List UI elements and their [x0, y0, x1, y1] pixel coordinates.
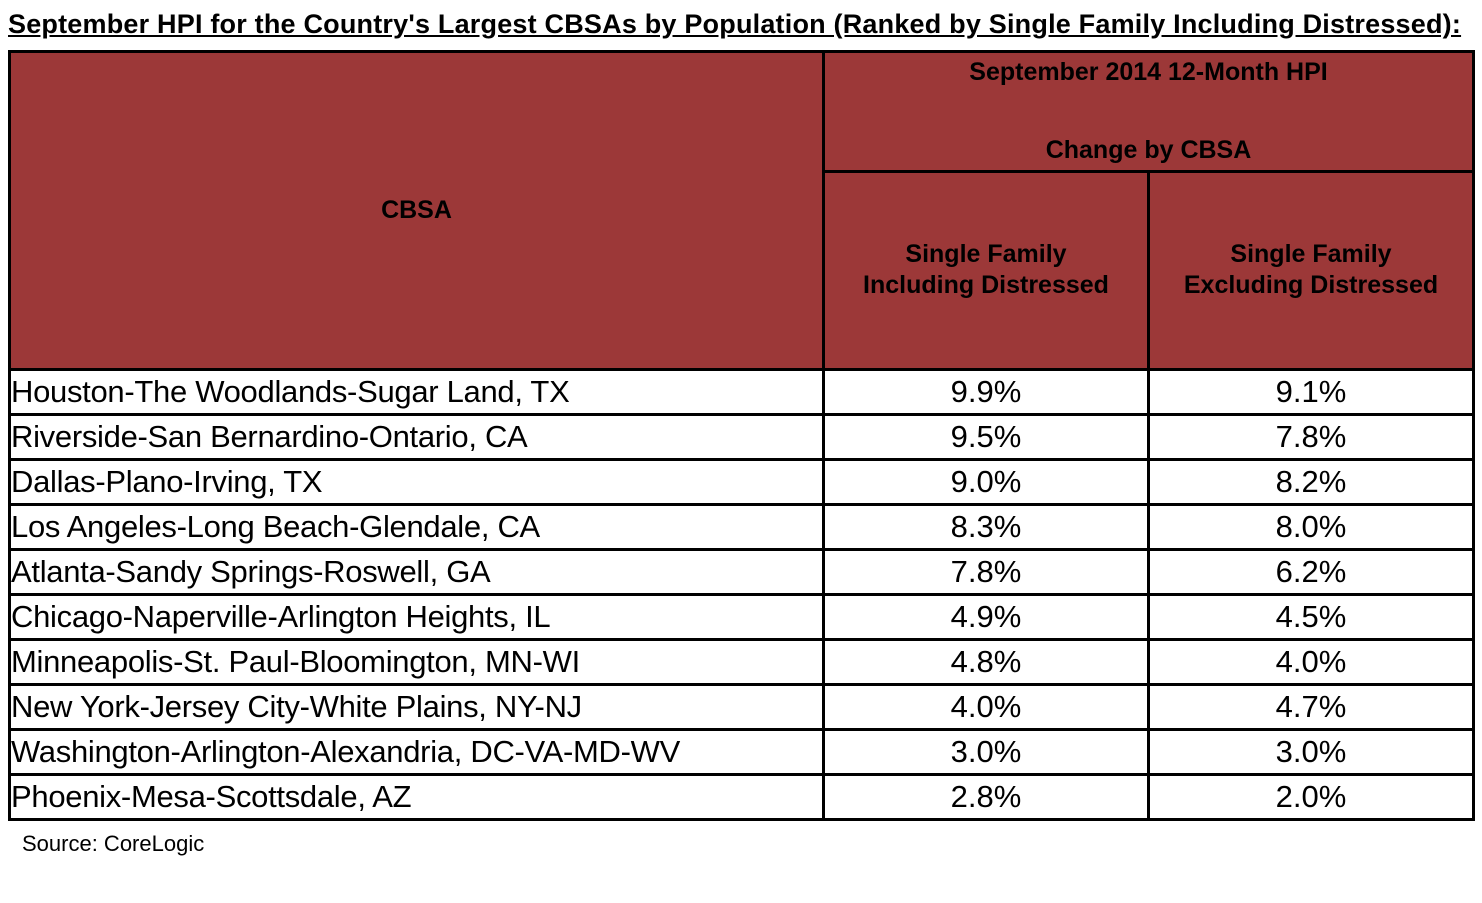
excluding-value-cell: 4.0%: [1147, 637, 1475, 686]
including-value-cell: 4.9%: [822, 592, 1150, 641]
cbsa-cell: Atlanta-Sandy Springs-Roswell, GA: [8, 547, 825, 596]
excluding-value-cell: 9.1%: [1147, 367, 1475, 416]
including-value-cell: 2.8%: [822, 772, 1150, 821]
table-row: Minneapolis-St. Paul-Bloomington, MN-WI …: [8, 637, 1475, 686]
table-row: Chicago-Naperville-Arlington Heights, IL…: [8, 592, 1475, 641]
cbsa-cell: Riverside-San Bernardino-Ontario, CA: [8, 412, 825, 461]
including-value-cell: 7.8%: [822, 547, 1150, 596]
including-value-cell: 4.8%: [822, 637, 1150, 686]
table-row: Riverside-San Bernardino-Ontario, CA 9.5…: [8, 412, 1475, 461]
page-title: September HPI for the Country's Largest …: [8, 9, 1462, 39]
table-row: Atlanta-Sandy Springs-Roswell, GA 7.8% 6…: [8, 547, 1475, 596]
table-body: Houston-The Woodlands-Sugar Land, TX 9.9…: [8, 367, 1475, 821]
including-value-cell: 3.0%: [822, 727, 1150, 776]
excluding-value-cell: 3.0%: [1147, 727, 1475, 776]
header-row-group: CBSA September 2014 12-Month HPI Change …: [8, 49, 1475, 371]
cbsa-cell: Los Angeles-Long Beach-Glendale, CA: [8, 502, 825, 551]
including-value-cell: 8.3%: [822, 502, 1150, 551]
excluding-value-cell: 8.0%: [1147, 502, 1475, 551]
table-header: CBSA September 2014 12-Month HPI Change …: [8, 49, 1475, 371]
including-value-cell: 4.0%: [822, 682, 1150, 731]
including-value-cell: 9.9%: [822, 367, 1150, 416]
cbsa-cell: Chicago-Naperville-Arlington Heights, IL: [8, 592, 825, 641]
group-header-cell: September 2014 12-Month HPI Change by CB…: [822, 49, 1475, 173]
cbsa-cell: Houston-The Woodlands-Sugar Land, TX: [8, 367, 825, 416]
subheader-excluding-distressed: Single Family Excluding Distressed: [1147, 169, 1475, 371]
table-row: Houston-The Woodlands-Sugar Land, TX 9.9…: [8, 367, 1475, 416]
cbsa-header-cell: CBSA: [8, 49, 825, 371]
table-row: Dallas-Plano-Irving, TX 9.0% 8.2%: [8, 457, 1475, 506]
including-value-cell: 9.5%: [822, 412, 1150, 461]
subheader-including-distressed: Single Family Including Distressed: [822, 169, 1150, 371]
source-note: Source: CoreLogic: [22, 830, 205, 856]
excluding-value-cell: 8.2%: [1147, 457, 1475, 506]
table-row: Phoenix-Mesa-Scottsdale, AZ 2.8% 2.0%: [8, 772, 1475, 821]
cbsa-cell: Minneapolis-St. Paul-Bloomington, MN-WI: [8, 637, 825, 686]
table-row: Los Angeles-Long Beach-Glendale, CA 8.3%…: [8, 502, 1475, 551]
cbsa-cell: Dallas-Plano-Irving, TX: [8, 457, 825, 506]
including-value-cell: 9.0%: [822, 457, 1150, 506]
cbsa-cell: New York-Jersey City-White Plains, NY-NJ: [8, 682, 825, 731]
excluding-value-cell: 4.7%: [1147, 682, 1475, 731]
header-row-columns: Single Family Including Distressed Singl…: [10, 169, 1475, 371]
excluding-value-cell: 6.2%: [1147, 547, 1475, 596]
hpi-table: CBSA September 2014 12-Month HPI Change …: [8, 49, 1475, 821]
excluding-value-cell: 7.8%: [1147, 412, 1475, 461]
table-row: Washington-Arlington-Alexandria, DC-VA-M…: [8, 727, 1475, 776]
cbsa-cell: Phoenix-Mesa-Scottsdale, AZ: [8, 772, 825, 821]
excluding-value-cell: 2.0%: [1147, 772, 1475, 821]
excluding-value-cell: 4.5%: [1147, 592, 1475, 641]
table-row: New York-Jersey City-White Plains, NY-NJ…: [8, 682, 1475, 731]
cbsa-cell: Washington-Arlington-Alexandria, DC-VA-M…: [8, 727, 825, 776]
